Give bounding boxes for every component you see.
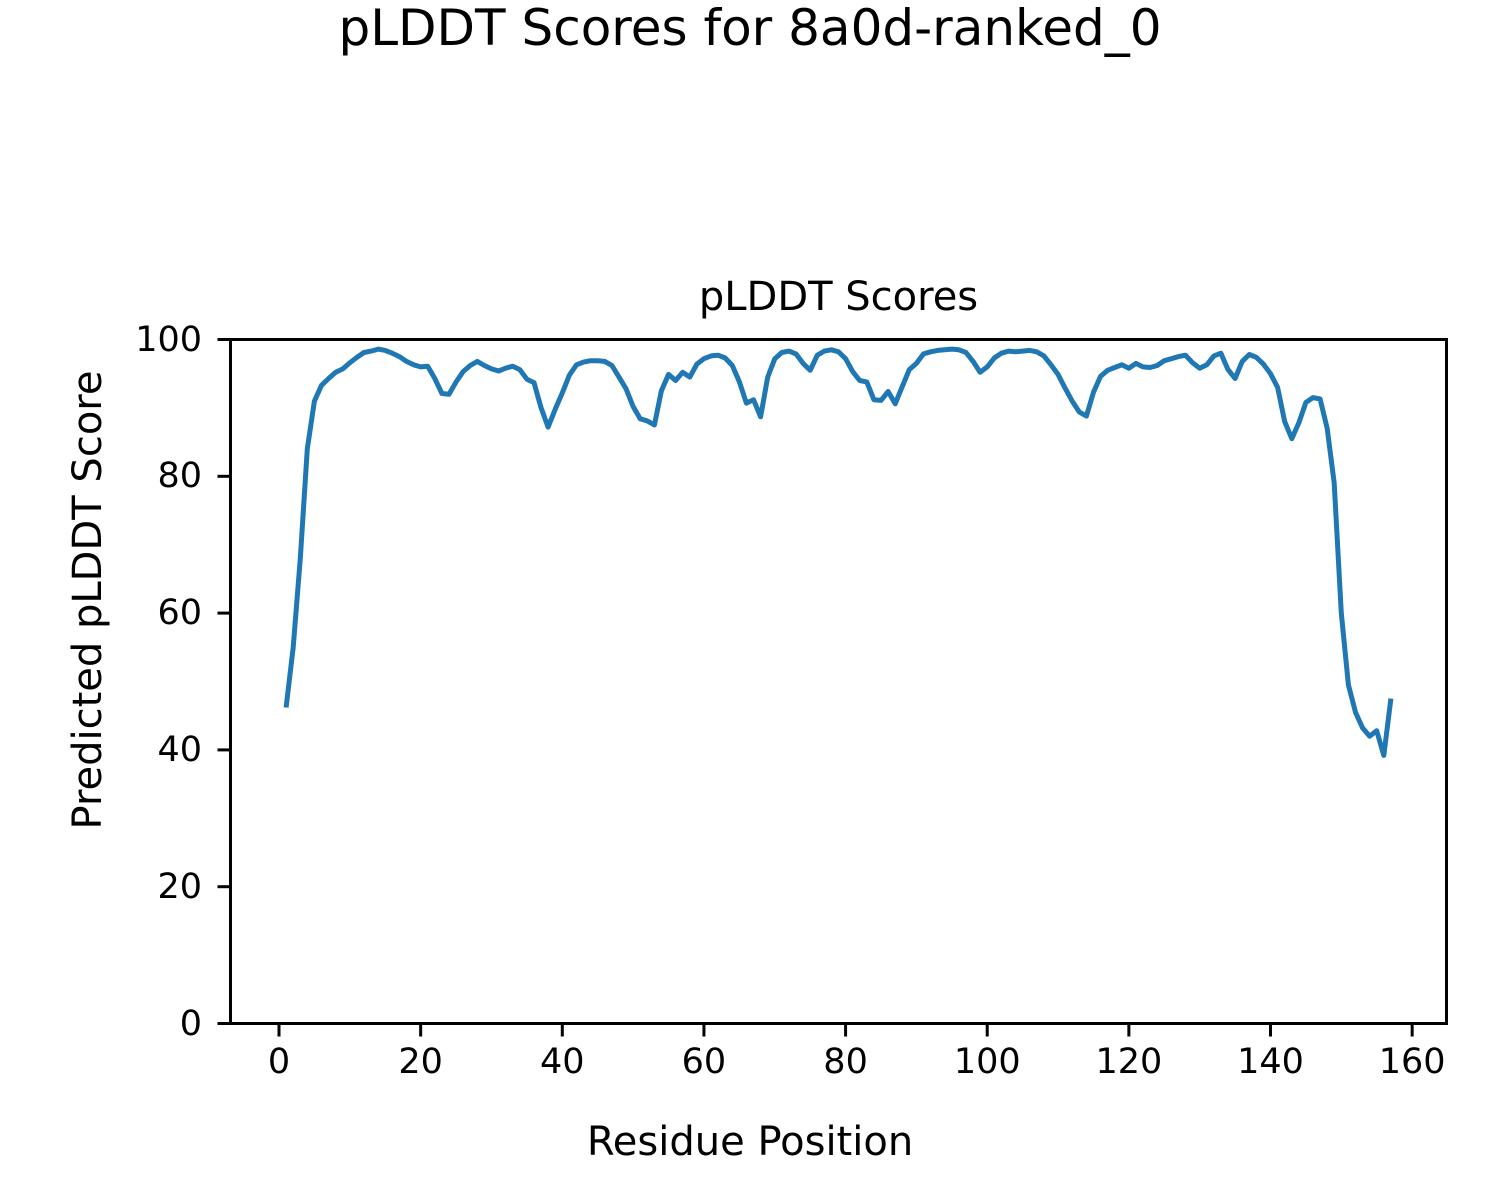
x-tick-label: 160 [1378,1042,1446,1082]
y-tick-label: 80 [157,456,202,497]
axes-frame [229,338,1448,1025]
y-axis-label: Predicted pLDDT Score [65,370,111,830]
plddt-line [283,346,1394,758]
x-tick-label: 120 [1095,1042,1163,1082]
y-tick-label: 20 [157,866,202,907]
y-tick-label: 100 [135,319,202,360]
x-tick-label: 20 [398,1042,443,1082]
figure-suptitle: pLDDT Scores for 8a0d-ranked_0 [338,0,1162,57]
x-axis-label: Residue Position [586,1119,914,1165]
x-tick-label: 140 [1237,1042,1304,1082]
x-tick-label: 40 [540,1042,585,1082]
x-tick-label: 80 [823,1042,868,1082]
y-tick-label: 0 [179,1003,202,1044]
axes-title: pLDDT Scores [698,274,979,320]
y-tick-label: 60 [157,593,202,634]
x-tick-label: 100 [953,1042,1021,1082]
x-tick-label: 60 [681,1042,727,1082]
x-tick-label: 0 [267,1042,291,1082]
tick-marks [217,338,1414,1037]
y-tick-label: 40 [157,729,202,770]
